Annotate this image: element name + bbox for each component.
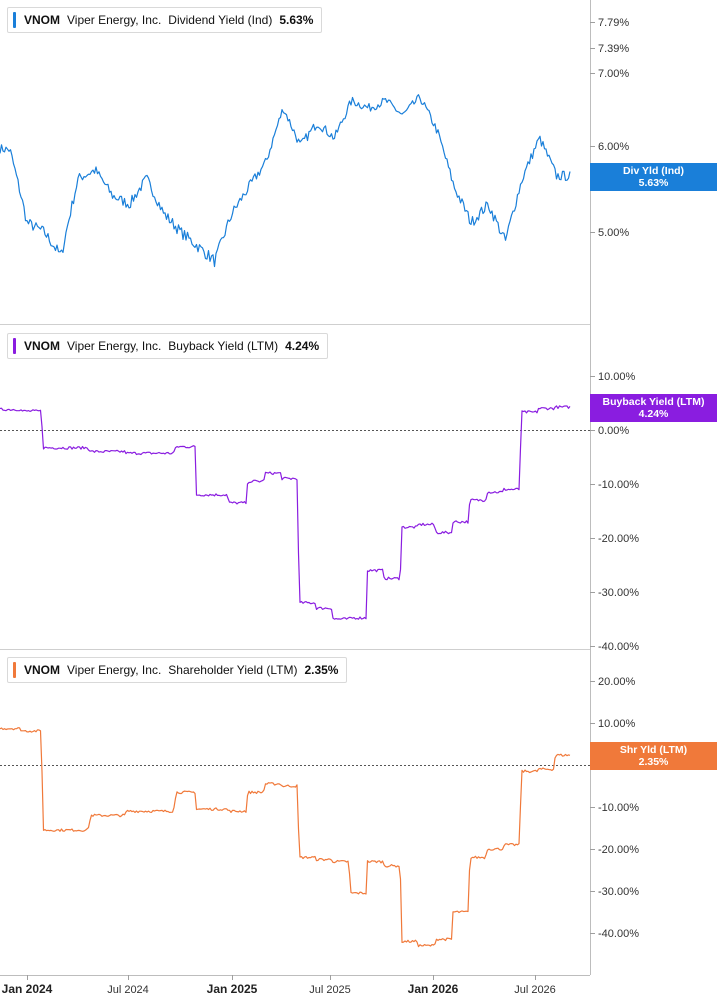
y-tick-label: 7.00% <box>598 68 629 80</box>
legend-value: 4.24% <box>285 339 320 353</box>
legend-company: Viper Energy, Inc. <box>67 663 162 677</box>
badge-label: Buyback Yield (LTM) <box>602 396 705 408</box>
y-tick-label: -40.00% <box>598 928 639 940</box>
y-tick-label: 7.79% <box>598 17 629 29</box>
legend-ticker: VNOM <box>24 663 60 677</box>
legend-company: Viper Energy, Inc. <box>67 339 162 353</box>
legend-metric: Shareholder Yield (LTM) <box>168 663 298 677</box>
legend-metric: Dividend Yield (Ind) <box>168 13 273 27</box>
x-tick-label: Jan 2025 <box>207 982 258 996</box>
series-line-0 <box>0 94 571 268</box>
plot-lines <box>0 94 571 948</box>
y-tick-label: -10.00% <box>598 479 639 491</box>
y-tick-label: 7.39% <box>598 43 629 55</box>
x-tick-label: Jul 2026 <box>514 984 556 996</box>
legend-buyback-yield[interactable]: VNOM Viper Energy, Inc. Buyback Yield (L… <box>7 333 329 359</box>
y-tick-label: 10.00% <box>598 718 636 730</box>
y-tick-label: -20.00% <box>598 844 639 856</box>
legend-ticker: VNOM <box>24 13 60 27</box>
x-axis: Jan 2024 Jul 2024 Jan 2025 Jul 2025 Jan 2026… <box>2 975 556 996</box>
y-tick-label: -30.00% <box>598 587 639 599</box>
legend-swatch <box>13 12 16 28</box>
y-tick-label: 20.00% <box>598 676 636 688</box>
x-tick-label: Jan 2026 <box>408 982 459 996</box>
y-tick-label: -20.00% <box>598 533 639 545</box>
legend-value: 2.35% <box>304 663 339 677</box>
y-tick-label: 0.00% <box>598 425 629 437</box>
y-tick-label: -30.00% <box>598 886 639 898</box>
legend-swatch <box>13 338 16 354</box>
y-tick-label: 5.00% <box>598 227 629 239</box>
legend-value: 5.63% <box>279 13 314 27</box>
x-tick-label: Jan 2024 <box>2 982 53 996</box>
last-value-badge-shareholder: Shr Yld (LTM) 2.35% <box>590 742 717 770</box>
y-tick-label: 6.00% <box>598 141 629 153</box>
legend-ticker: VNOM <box>24 339 60 353</box>
legend-metric: Buyback Yield (LTM) <box>168 339 279 353</box>
badge-value: 5.63% <box>638 177 669 189</box>
series-line-1 <box>0 405 571 620</box>
badge-value: 2.35% <box>638 756 669 768</box>
x-tick-label: Jul 2025 <box>309 984 351 996</box>
y-tick-label: -40.00% <box>598 641 639 653</box>
panel-frames <box>0 0 591 976</box>
last-value-badge-buyback: Buyback Yield (LTM) 4.24% <box>590 394 717 422</box>
legend-swatch <box>13 662 16 678</box>
legend-shareholder-yield[interactable]: VNOM Viper Energy, Inc. Shareholder Yiel… <box>7 657 348 683</box>
legend-dividend-yield[interactable]: VNOM Viper Energy, Inc. Dividend Yield (… <box>7 7 323 33</box>
last-value-badge-dividend: Div Yld (Ind) 5.63% <box>590 163 717 191</box>
y-tick-label: -10.00% <box>598 802 639 814</box>
y-axes: 7.79% 7.39% 7.00% 6.00% 5.00% 10.00% 0.00% -10.… <box>590 17 639 940</box>
y-tick-label: 10.00% <box>598 371 636 383</box>
badge-label: Div Yld (Ind) <box>622 165 685 177</box>
x-tick-label: Jul 2024 <box>107 984 149 996</box>
series-line-2 <box>0 727 571 948</box>
badge-value: 4.24% <box>638 408 669 420</box>
badge-label: Shr Yld (LTM) <box>619 744 688 756</box>
legend-company: Viper Energy, Inc. <box>67 13 162 27</box>
